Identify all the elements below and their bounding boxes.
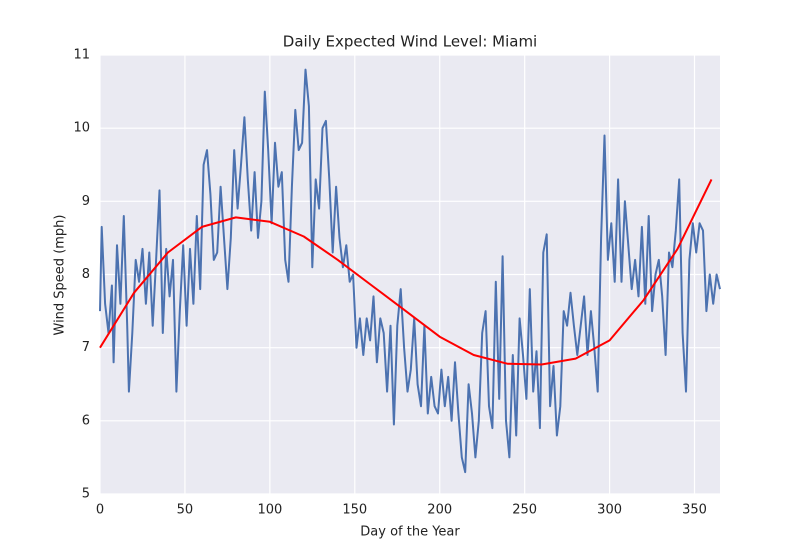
y-tick-label: 9 (82, 194, 90, 209)
y-tick-label: 5 (82, 487, 90, 502)
x-tick-label: 200 (427, 503, 452, 518)
y-tick-label: 8 (82, 267, 90, 282)
x-tick-label: 250 (512, 503, 537, 518)
x-tick-label: 0 (96, 503, 104, 518)
data-line (99, 178, 713, 366)
y-tick-label: 11 (73, 48, 90, 63)
x-tick-label: 150 (342, 503, 367, 518)
x-tick-label: 300 (597, 503, 622, 518)
y-tick-label: 6 (82, 413, 90, 428)
y-axis-label: Wind Speed (mph) (53, 215, 68, 336)
y-tick-label: 10 (73, 121, 90, 136)
x-tick-label: 50 (177, 503, 194, 518)
x-tick-label: 350 (682, 503, 707, 518)
x-tick-label: 100 (257, 503, 282, 518)
y-tick-label: 7 (82, 340, 90, 355)
chart-title: Daily Expected Wind Level: Miami (283, 33, 537, 51)
data-line (99, 68, 721, 474)
x-axis-label: Day of the Year (360, 525, 460, 540)
